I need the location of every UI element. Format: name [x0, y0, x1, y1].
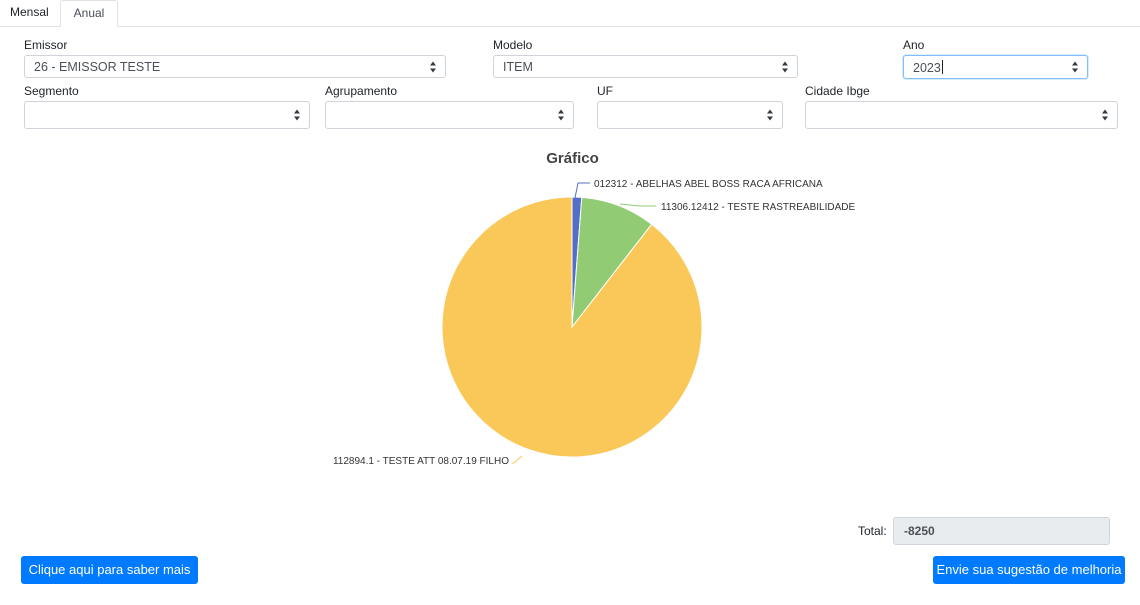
select-arrows-icon: [782, 61, 789, 72]
slice-label: 012312 - ABELHAS ABEL BOSS RACA AFRICANA: [594, 179, 823, 190]
modelo-label: Modelo: [493, 38, 533, 52]
tab-anual[interactable]: Anual: [60, 0, 118, 27]
slice-label-line: [512, 455, 523, 464]
total-label: Total:: [858, 524, 887, 538]
slice-label-line: [574, 182, 590, 199]
saber-mais-button[interactable]: Clique aqui para saber mais: [21, 556, 198, 584]
emissor-label: Emissor: [24, 38, 68, 52]
uf-select[interactable]: [597, 101, 783, 129]
ano-select[interactable]: 2023: [903, 55, 1088, 79]
select-arrows-icon: [558, 109, 565, 121]
slice-label: 112894.1 - TESTE ATT 08.07.19 FILHO: [333, 456, 509, 467]
tab-bar: Mensal Anual: [0, 0, 1140, 27]
emissor-select[interactable]: 26 - EMISSOR TESTE: [24, 55, 446, 78]
chart-title: Gráfico: [546, 150, 599, 167]
slice-label-line: [619, 203, 656, 207]
slice-label: 11306.12412 - TESTE RASTREABILIDADE: [661, 202, 855, 213]
select-arrows-icon: [294, 109, 301, 121]
ano-value: 2023: [913, 61, 941, 75]
select-arrows-icon: [767, 109, 774, 121]
segmento-label: Segmento: [24, 84, 79, 98]
sugestao-button[interactable]: Envie sua sugestão de melhoria: [933, 556, 1125, 584]
uf-label: UF: [597, 84, 613, 98]
ano-label: Ano: [903, 38, 925, 52]
cidade-select[interactable]: [805, 101, 1118, 129]
emissor-value: 26 - EMISSOR TESTE: [34, 60, 161, 74]
tab-mensal[interactable]: Mensal: [10, 5, 49, 19]
pie-chart: 012312 - ABELHAS ABEL BOSS RACA AFRICANA…: [333, 179, 856, 467]
agrupamento-label: Agrupamento: [325, 84, 398, 98]
select-arrows-icon: [1072, 61, 1079, 73]
text-caret: [941, 60, 943, 74]
modelo-select[interactable]: ITEM: [493, 55, 798, 78]
cidade-label: Cidade Ibge: [805, 84, 870, 98]
modelo-value: ITEM: [503, 60, 533, 74]
ano-value-wrap: 2023: [913, 56, 943, 80]
select-arrows-icon: [1102, 109, 1109, 121]
segmento-select[interactable]: [24, 101, 310, 129]
total-field: -8250: [893, 517, 1110, 545]
agrupamento-select[interactable]: [325, 101, 574, 129]
pie-slice[interactable]: [441, 196, 703, 458]
select-arrows-icon: [430, 61, 437, 72]
